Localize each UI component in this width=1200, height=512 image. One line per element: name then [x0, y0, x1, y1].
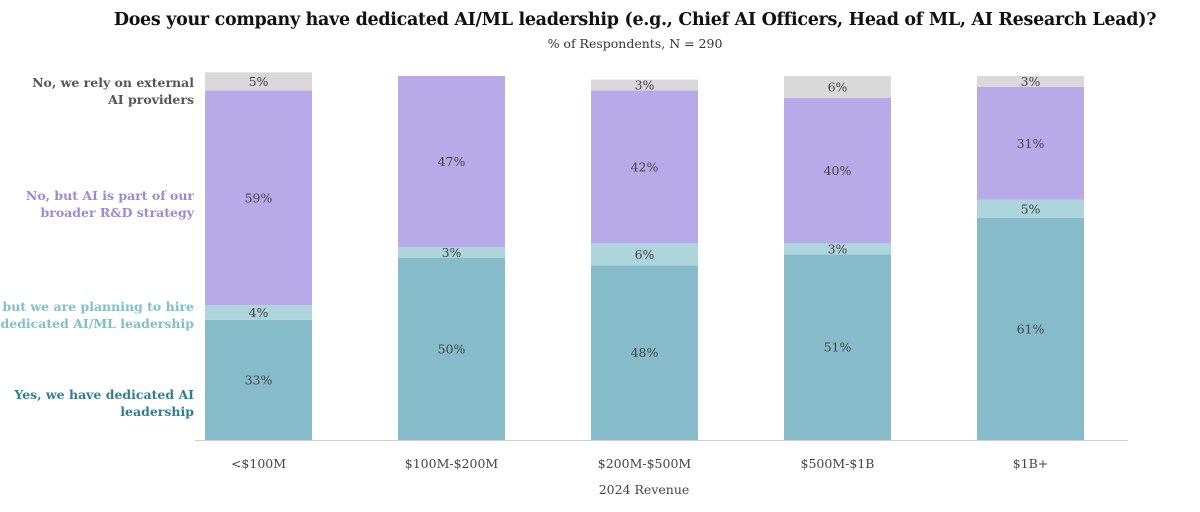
- legend-rd-strategy: No, but AI is part of our broader R&D st…: [26, 187, 194, 221]
- bar-segment: [205, 72, 312, 91]
- data-label: 3%: [828, 241, 848, 256]
- data-label: 51%: [824, 340, 852, 355]
- x-tick-label: $500M-$1B: [801, 456, 875, 471]
- legend-line: dedicated AI/ML leadership: [0, 316, 195, 331]
- data-label: 6%: [828, 79, 848, 94]
- bar-segment: [977, 76, 1084, 87]
- data-label: 61%: [1017, 321, 1045, 336]
- x-tick-label: <$100M: [231, 456, 286, 471]
- data-label: 5%: [1021, 201, 1041, 216]
- legend-line: broader R&D strategy: [40, 205, 195, 220]
- bar-segment: [591, 79, 698, 91]
- legend-external-providers: No, we rely on external AI providers: [32, 74, 194, 108]
- legend-dedicated-leadership: Yes, we have dedicated AI leadership: [14, 386, 194, 420]
- bar-segment: [205, 305, 312, 320]
- bar-segment: [591, 243, 698, 266]
- legend-planning-to-hire: No, but we are planning to hire dedicate…: [0, 298, 194, 332]
- data-label: 3%: [635, 78, 655, 93]
- legend-line: No, but we are planning to hire: [0, 299, 194, 314]
- data-label: 31%: [1017, 136, 1045, 151]
- bar-segment: [784, 97, 891, 244]
- data-label: 3%: [1021, 74, 1041, 89]
- legend-line: leadership: [120, 404, 194, 419]
- x-tick-label: $200M-$500M: [598, 456, 692, 471]
- x-tick-label: $100M-$200M: [405, 456, 499, 471]
- bar-segment: [398, 258, 505, 440]
- data-label: 4%: [249, 305, 269, 320]
- x-axis-title: 2024 Revenue: [599, 482, 690, 497]
- chart-subtitle: % of Respondents, N = 290: [547, 36, 723, 51]
- bar-segment: [784, 76, 891, 98]
- bar-segment: [977, 86, 1084, 200]
- data-label: 5%: [249, 74, 269, 89]
- data-label: 50%: [438, 342, 466, 357]
- chart-title: Does your company have dedicated AI/ML l…: [113, 10, 1157, 30]
- data-label: 6%: [635, 247, 655, 262]
- data-label: 3%: [442, 245, 462, 260]
- bar-segment: [784, 243, 891, 255]
- bar-segment: [398, 76, 505, 248]
- data-label: 59%: [245, 190, 273, 205]
- legend-line: Yes, we have dedicated AI: [14, 387, 194, 402]
- bar-segment: [205, 319, 312, 440]
- bar-segment: [784, 254, 891, 440]
- x-tick-label: $1B+: [1013, 456, 1049, 471]
- data-label: 47%: [438, 154, 466, 169]
- bar-segment: [205, 90, 312, 306]
- bar-segment: [591, 90, 698, 244]
- data-label: 40%: [824, 163, 852, 178]
- legend-line: AI providers: [108, 92, 194, 107]
- data-label: 48%: [631, 345, 659, 360]
- bar-segment: [591, 265, 698, 440]
- legend-line: No, but AI is part of our: [25, 188, 194, 203]
- legend-line: No, we rely on external: [32, 75, 194, 90]
- bar-segment: [977, 217, 1084, 440]
- data-label: 42%: [631, 160, 659, 175]
- bar-segment: [977, 199, 1084, 218]
- data-label: 33%: [245, 372, 273, 387]
- bar-segment: [398, 247, 505, 258]
